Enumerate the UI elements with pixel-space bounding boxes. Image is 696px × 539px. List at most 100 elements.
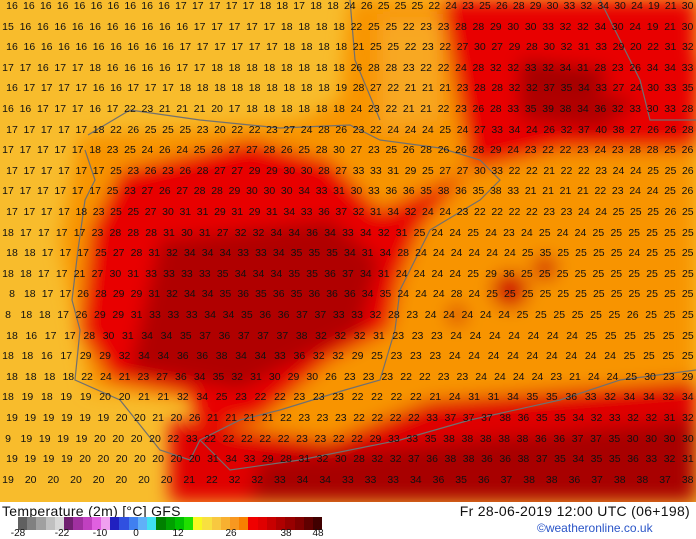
- temperature-value: 23: [410, 350, 422, 363]
- temperature-value: 25: [643, 329, 656, 342]
- temperature-value: 17: [191, 0, 204, 12]
- temperature-value: 28: [472, 144, 485, 157]
- temperature-value: 26: [402, 144, 415, 157]
- temperature-row: 18 16 17 17 28 30 31 34 34 35 37 36 37 37 37 38 32 32 32 31…: [0, 330, 696, 342]
- temperature-value: 18: [92, 123, 105, 136]
- temperature-value: 38: [461, 432, 474, 445]
- temperature-value: 25: [624, 329, 636, 342]
- legend-panel: Temperature (2m) [°C] GFS Fr 28-06-2019 …: [0, 502, 696, 539]
- temperature-value: 23: [381, 370, 394, 383]
- temperature-value: 38: [444, 453, 457, 466]
- temperature-value: 21: [569, 370, 581, 383]
- temperature-value: 18: [41, 391, 53, 404]
- temperature-value: 25: [585, 329, 598, 342]
- temperature-value: 38: [559, 103, 572, 115]
- temperature-value: 38: [295, 329, 308, 342]
- temperature-value: 32: [369, 309, 382, 321]
- temperature-value: 25: [520, 267, 533, 280]
- temperature-value: 27: [439, 164, 452, 177]
- temperature-value: 31: [373, 329, 385, 342]
- temperature-value: 20: [112, 432, 125, 445]
- temperature-value: 28: [353, 453, 365, 466]
- temperature-value: 18: [283, 41, 296, 54]
- temperature-value: 22: [390, 391, 403, 404]
- temperature-value: 31: [198, 226, 211, 239]
- temperature-value: 34: [597, 0, 610, 12]
- temperature-value: 21: [439, 82, 452, 95]
- temperature-value: 34: [160, 329, 173, 342]
- color-scale-swatch: [64, 517, 74, 530]
- copyright-link[interactable]: ©weatheronline.co.uk: [537, 521, 653, 535]
- temperature-value: 24: [432, 247, 445, 260]
- temperature-value: 32: [590, 412, 603, 424]
- temperature-value: 16: [75, 41, 88, 54]
- temperature-value: 25: [467, 267, 479, 280]
- temperature-value: 23: [124, 185, 136, 198]
- temperature-value: 24: [631, 0, 643, 12]
- temperature-value: 22: [371, 412, 384, 424]
- temperature-value: 17: [144, 82, 157, 95]
- temperature-value: 22: [400, 370, 412, 383]
- temperature-value: 34: [272, 247, 285, 260]
- temperature-row: 16 17 17 17 17 16 16 17 17 17 18 18 18 18 18 18 18 18 18 19…: [0, 82, 696, 94]
- temperature-value: 22: [560, 164, 573, 177]
- temperature-value: 24: [449, 226, 462, 239]
- temperature-value: 16: [73, 0, 86, 12]
- temperature-value: 17: [37, 267, 50, 280]
- temperature-value: 33: [145, 267, 157, 280]
- temperature-value: 35: [290, 247, 303, 260]
- temperature-value: 24: [487, 350, 500, 363]
- temperature-value: 25: [370, 41, 382, 54]
- temperature-value: 38: [516, 432, 529, 445]
- temperature-value: 26: [77, 288, 89, 301]
- temperature-row: 18 18 17 17 17 25 27 28 31 32 34 34 34 33 33 34 35 35 35 34…: [0, 247, 696, 259]
- temperature-value: 24: [395, 267, 408, 280]
- temperature-value: 18: [23, 288, 36, 301]
- temperature-value: 29: [489, 144, 502, 157]
- temperature-value: 18: [6, 247, 18, 260]
- temperature-value: 17: [64, 329, 76, 342]
- temperature-value: 23: [402, 61, 415, 74]
- temperature-value: 36: [385, 185, 398, 198]
- temperature-value: 32: [559, 20, 572, 33]
- temperature-value: 24: [415, 288, 427, 301]
- temperature-value: 34: [183, 288, 196, 301]
- temperature-value: 34: [507, 391, 519, 404]
- temperature-value: 35: [535, 412, 548, 424]
- temperature-value: 33: [315, 185, 328, 198]
- temperature-value: 16: [89, 20, 101, 33]
- temperature-value: 35: [290, 288, 303, 301]
- temperature-value: 25: [662, 329, 675, 342]
- temperature-value: 34: [359, 267, 372, 280]
- temperature-value: 25: [645, 309, 657, 321]
- temperature-value: 33: [681, 61, 694, 74]
- temperature-value: 38: [479, 432, 492, 445]
- temperature-value: 31: [196, 206, 209, 218]
- temperature-value: 16: [71, 20, 84, 33]
- temperature-value: 37: [462, 412, 475, 424]
- temperature-value: 38: [215, 350, 228, 363]
- temperature-value: 32: [681, 412, 694, 424]
- temperature-value: 21: [664, 0, 677, 12]
- temperature-value: 23: [343, 370, 356, 383]
- temperature-value: 38: [681, 473, 694, 486]
- color-scale-swatch: [18, 517, 28, 530]
- temperature-value: 25: [664, 267, 676, 280]
- temperature-value: 23: [92, 206, 105, 218]
- temperature-value: 30: [181, 226, 193, 239]
- temperature-value: 25: [664, 226, 676, 239]
- temperature-value: 22: [474, 206, 486, 218]
- temperature-value: 40: [595, 123, 607, 136]
- temperature-value: 24: [300, 123, 313, 136]
- temperature-value: 16: [41, 350, 53, 363]
- temperature-value: 25: [681, 350, 694, 363]
- temperature-value: 23: [312, 391, 325, 404]
- temperature-value: 32: [404, 206, 417, 218]
- temperature-value: 20: [160, 473, 173, 486]
- temperature-value: 17: [246, 20, 258, 33]
- temperature-value: 16: [141, 20, 154, 33]
- temperature-value: 33: [507, 103, 520, 115]
- temperature-value: 34: [359, 226, 372, 239]
- temperature-value: 37: [535, 453, 548, 466]
- temperature-value: 24: [556, 226, 569, 239]
